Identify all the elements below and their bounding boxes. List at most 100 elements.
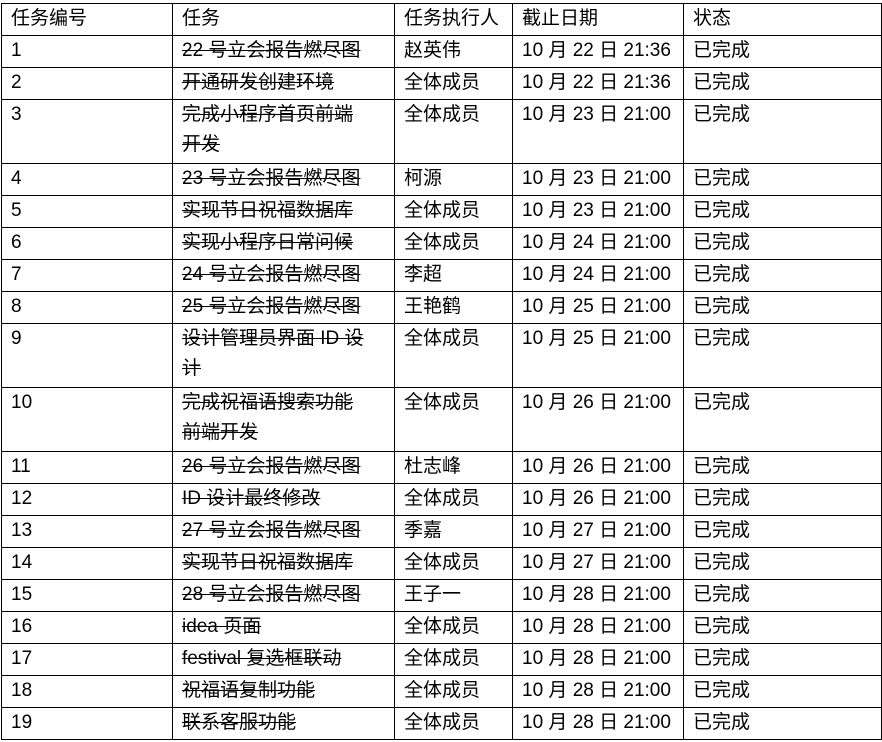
table-row: 7 24 号立会报告燃尽图 李超 10 月 24 日 21:00 已完成 (1, 259, 882, 292)
task-id-cell: 6 (1, 227, 173, 260)
executor-cell: 全体成员 (394, 99, 513, 164)
table-row: 6 实现小程序日常问候 全体成员 10 月 24 日 21:00 已完成 (1, 227, 882, 260)
deadline-cell: 10 月 24 日 21:00 (512, 259, 684, 292)
task-name-cell: 实现节日祝福数据库 (172, 195, 395, 228)
deadline-cell: 10 月 27 日 21:00 (512, 547, 684, 580)
executor-cell: 全体成员 (394, 547, 513, 580)
status-cell: 已完成 (683, 99, 882, 164)
task-id-cell: 2 (1, 67, 173, 100)
task-id-cell: 1 (1, 35, 173, 68)
header-status: 状态 (683, 3, 882, 36)
task-id-cell: 5 (1, 195, 173, 228)
status-cell: 已完成 (683, 195, 882, 228)
task-name-cell: 26 号立会报告燃尽图 (172, 451, 395, 484)
executor-cell: 全体成员 (394, 227, 513, 260)
table-row: 15 28 号立会报告燃尽图 王子一 10 月 28 日 21:00 已完成 (1, 579, 882, 612)
status-cell: 已完成 (683, 323, 882, 388)
status-cell: 已完成 (683, 35, 882, 68)
table-row: 2 开通研发创建环境 全体成员 10 月 22 日 21:36 已完成 (1, 67, 882, 100)
header-executor: 任务执行人 (394, 3, 513, 36)
status-cell: 已完成 (683, 675, 882, 708)
status-cell: 已完成 (683, 483, 882, 516)
executor-cell: 全体成员 (394, 643, 513, 676)
executor-cell: 杜志峰 (394, 451, 513, 484)
deadline-cell: 10 月 28 日 21:00 (512, 611, 684, 644)
header-row: 任务编号 任务 任务执行人 截止日期 状态 (1, 3, 882, 36)
executor-cell: 全体成员 (394, 195, 513, 228)
deadline-cell: 10 月 28 日 21:00 (512, 579, 684, 612)
task-id-cell: 12 (1, 483, 173, 516)
table-row: 12 ID 设计最终修改 全体成员 10 月 26 日 21:00 已完成 (1, 483, 882, 516)
task-name-cell: 联系客服功能 (172, 707, 395, 740)
table-row: 13 27 号立会报告燃尽图 季嘉 10 月 27 日 21:00 已完成 (1, 515, 882, 548)
status-cell: 已完成 (683, 387, 882, 452)
status-cell: 已完成 (683, 707, 882, 740)
task-id-cell: 9 (1, 323, 173, 388)
executor-cell: 全体成员 (394, 67, 513, 100)
table-row: 1 22 号立会报告燃尽图 赵英伟 10 月 22 日 21:36 已完成 (1, 35, 882, 68)
status-cell: 已完成 (683, 643, 882, 676)
executor-cell: 王艳鹤 (394, 291, 513, 324)
status-cell: 已完成 (683, 547, 882, 580)
status-cell: 已完成 (683, 291, 882, 324)
table-row: 19 联系客服功能 全体成员 10 月 28 日 21:00 已完成 (1, 707, 882, 740)
task-id-cell: 16 (1, 611, 173, 644)
executor-cell: 李超 (394, 259, 513, 292)
executor-cell: 全体成员 (394, 611, 513, 644)
table-row: 18 祝福语复制功能 全体成员 10 月 28 日 21:00 已完成 (1, 675, 882, 708)
deadline-cell: 10 月 26 日 21:00 (512, 451, 684, 484)
task-name-cell: festival 复选框联动 (172, 643, 395, 676)
header-task-id: 任务编号 (1, 3, 173, 36)
deadline-cell: 10 月 26 日 21:00 (512, 483, 684, 516)
executor-cell: 全体成员 (394, 675, 513, 708)
task-name-cell: idea 页面 (172, 611, 395, 644)
task-id-cell: 4 (1, 163, 173, 196)
executor-cell: 王子一 (394, 579, 513, 612)
task-name-cell: 实现节日祝福数据库 (172, 547, 395, 580)
task-name-cell: 祝福语复制功能 (172, 675, 395, 708)
table-row: 5 实现节日祝福数据库 全体成员 10 月 23 日 21:00 已完成 (1, 195, 882, 228)
task-name-cell: 开通研发创建环境 (172, 67, 395, 100)
table-row: 14 实现节日祝福数据库 全体成员 10 月 27 日 21:00 已完成 (1, 547, 882, 580)
task-id-cell: 7 (1, 259, 173, 292)
task-name-cell: 28 号立会报告燃尽图 (172, 579, 395, 612)
deadline-cell: 10 月 28 日 21:00 (512, 675, 684, 708)
task-id-cell: 3 (1, 99, 173, 164)
task-id-cell: 11 (1, 451, 173, 484)
task-name-cell: 设计管理员界面 ID 设 计 (172, 323, 395, 388)
executor-cell: 季嘉 (394, 515, 513, 548)
table-row: 3 完成小程序首页前端 开发 全体成员 10 月 23 日 21:00 已完成 (1, 99, 882, 164)
task-name-cell: ID 设计最终修改 (172, 483, 395, 516)
executor-cell: 赵英伟 (394, 35, 513, 68)
task-name-cell: 25 号立会报告燃尽图 (172, 291, 395, 324)
table-row: 9 设计管理员界面 ID 设 计全体成员 10 月 25 日 21:00 已完成 (1, 323, 882, 388)
task-id-cell: 13 (1, 515, 173, 548)
status-cell: 已完成 (683, 611, 882, 644)
task-name-cell: 完成祝福语搜索功能 前端开发 (172, 387, 395, 452)
status-cell: 已完成 (683, 227, 882, 260)
status-cell: 已完成 (683, 579, 882, 612)
task-id-cell: 15 (1, 579, 173, 612)
task-id-cell: 19 (1, 707, 173, 740)
deadline-cell: 10 月 27 日 21:00 (512, 515, 684, 548)
executor-cell: 全体成员 (394, 323, 513, 388)
executor-cell: 柯源 (394, 163, 513, 196)
table-row: 16 idea 页面 全体成员 10 月 28 日 21:00 已完成 (1, 611, 882, 644)
deadline-cell: 10 月 28 日 21:00 (512, 707, 684, 740)
deadline-cell: 10 月 25 日 21:00 (512, 323, 684, 388)
deadline-cell: 10 月 22 日 21:36 (512, 35, 684, 68)
deadline-cell: 10 月 22 日 21:36 (512, 67, 684, 100)
task-id-cell: 17 (1, 643, 173, 676)
header-deadline: 截止日期 (512, 3, 684, 36)
status-cell: 已完成 (683, 259, 882, 292)
executor-cell: 全体成员 (394, 707, 513, 740)
task-table-header: 任务编号 任务 任务执行人 截止日期 状态 (1, 3, 882, 36)
table-row: 4 23 号立会报告燃尽图 柯源 10 月 23 日 21:00 已完成 (1, 163, 882, 196)
task-id-cell: 14 (1, 547, 173, 580)
task-id-cell: 18 (1, 675, 173, 708)
table-row: 8 25 号立会报告燃尽图 王艳鹤 10 月 25 日 21:00 已完成 (1, 291, 882, 324)
deadline-cell: 10 月 23 日 21:00 (512, 195, 684, 228)
header-task-name: 任务 (172, 3, 395, 36)
deadline-cell: 10 月 23 日 21:00 (512, 99, 684, 164)
